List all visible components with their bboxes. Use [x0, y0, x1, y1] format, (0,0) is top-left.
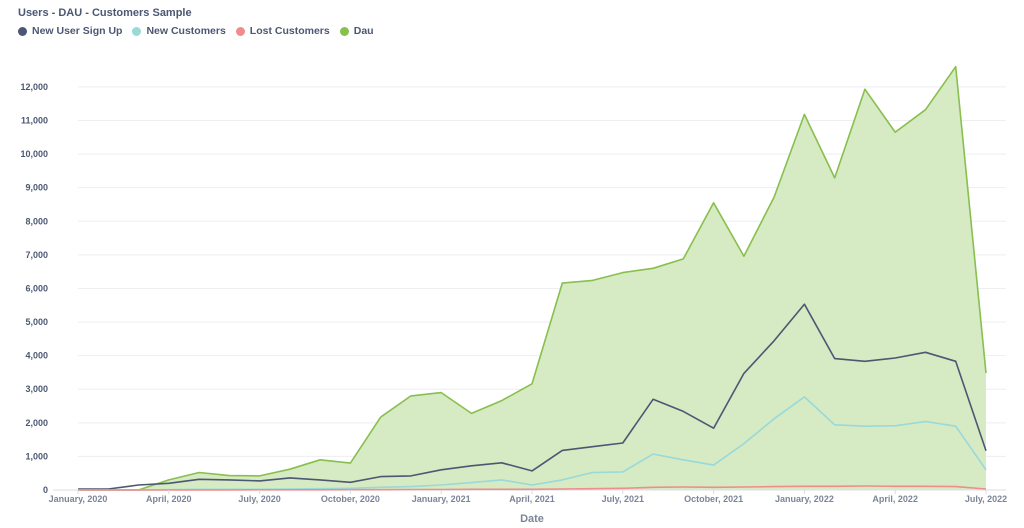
- x-tick-label: April, 2022: [872, 494, 918, 504]
- legend-item-dau[interactable]: Dau: [339, 25, 374, 37]
- legend-dot-icon: [132, 26, 142, 36]
- y-tick-label: 8,000: [25, 216, 48, 226]
- x-tick-label: July, 2022: [965, 494, 1007, 504]
- x-tick-label: January, 2021: [412, 494, 471, 504]
- x-tick-label: October, 2021: [684, 494, 743, 504]
- legend-dot-icon: [339, 26, 349, 36]
- chart-title: Users - DAU - Customers Sample: [18, 7, 192, 19]
- y-tick-label: 0: [43, 485, 48, 495]
- legend-item-new-user-sign-up[interactable]: New User Sign Up: [18, 25, 122, 37]
- legend-label: Lost Customers: [249, 25, 330, 37]
- legend-item-lost-customers[interactable]: Lost Customers: [235, 25, 330, 37]
- x-tick-label: January, 2020: [49, 494, 108, 504]
- legend-item-new-customers[interactable]: New Customers: [132, 25, 226, 37]
- x-tick-label: January, 2022: [775, 494, 834, 504]
- y-tick-label: 9,000: [25, 183, 48, 193]
- legend-label: Dau: [353, 25, 374, 37]
- y-tick-label: 6,000: [25, 283, 48, 293]
- legend-dot-icon: [235, 26, 245, 36]
- y-tick-label: 4,000: [25, 351, 48, 361]
- x-tick-label: April, 2020: [146, 494, 192, 504]
- series-area-dau: [78, 66, 986, 490]
- series-line-dau: [78, 65, 987, 491]
- y-tick-label: 11,000: [21, 115, 48, 125]
- x-tick-label: July, 2020: [238, 494, 280, 504]
- legend-dot-icon: [18, 26, 27, 36]
- legend-label: New User Sign Up: [32, 25, 123, 37]
- y-tick-label: 7,000: [25, 250, 48, 260]
- x-tick-label: July, 2021: [602, 494, 644, 504]
- x-tick-label: October, 2020: [321, 494, 380, 504]
- y-tick-label: 12,000: [20, 82, 48, 92]
- legend-label: New Customers: [146, 25, 226, 37]
- x-axis-label: Date: [520, 513, 544, 525]
- y-tick-label: 10,000: [20, 149, 48, 159]
- y-tick-label: 1,000: [25, 451, 48, 461]
- series-line-lost-customers: [78, 485, 987, 491]
- y-tick-label: 2,000: [25, 418, 48, 428]
- chart-legend: New User Sign Up New Customers Lost Custom…: [18, 25, 374, 37]
- x-tick-label: April, 2021: [509, 494, 555, 504]
- y-tick-label: 5,000: [25, 317, 48, 327]
- y-tick-label: 3,000: [25, 384, 48, 394]
- series-line-new-user-sign-up: [78, 303, 987, 490]
